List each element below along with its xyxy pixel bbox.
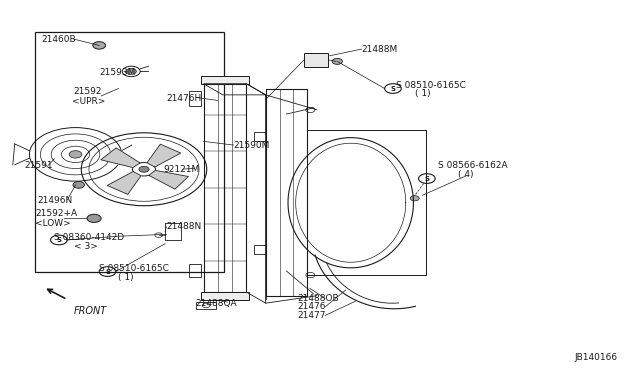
Bar [201, 76, 249, 84]
Text: 21496N: 21496N [37, 196, 72, 205]
Circle shape [139, 166, 149, 172]
Text: S: S [56, 237, 61, 243]
Text: 21477: 21477 [298, 311, 326, 320]
Text: S 08360-4142D: S 08360-4142D [54, 233, 125, 242]
Bar [189, 264, 201, 277]
Text: 21592: 21592 [74, 87, 102, 96]
Text: 21592+A: 21592+A [35, 209, 77, 218]
Text: 21476H: 21476H [166, 94, 202, 103]
Circle shape [410, 196, 419, 201]
Polygon shape [101, 148, 140, 167]
Text: 21488M: 21488M [362, 45, 398, 54]
Text: S 08566-6162A: S 08566-6162A [438, 161, 508, 170]
Text: S: S [105, 269, 110, 275]
Circle shape [332, 58, 342, 64]
Circle shape [87, 214, 101, 222]
Text: FRONT: FRONT [74, 306, 107, 316]
Text: S: S [390, 86, 396, 92]
Text: 21476: 21476 [298, 302, 326, 311]
Text: 21590M: 21590M [234, 141, 270, 150]
Circle shape [126, 68, 136, 74]
Bar [165, 223, 181, 240]
Text: 21488N: 21488N [166, 222, 202, 231]
Bar [254, 245, 266, 254]
Bar [304, 53, 328, 67]
Text: S: S [424, 176, 429, 182]
Text: 21488OB: 21488OB [298, 294, 339, 303]
Text: ( 4): ( 4) [458, 170, 473, 179]
Text: 21488QA: 21488QA [195, 299, 237, 308]
Bar [201, 292, 249, 300]
Bar [204, 84, 246, 292]
Text: ( 1): ( 1) [415, 89, 430, 98]
Text: <LOW>: <LOW> [35, 219, 71, 228]
Text: 21591: 21591 [24, 161, 53, 170]
Bar [307, 130, 426, 275]
Text: 92121M: 92121M [163, 165, 200, 174]
Bar [189, 91, 201, 106]
Polygon shape [149, 170, 188, 189]
Text: < 3>: < 3> [74, 242, 97, 251]
Text: JB140166: JB140166 [575, 353, 618, 362]
Circle shape [73, 182, 84, 188]
Circle shape [132, 163, 156, 176]
Circle shape [93, 42, 106, 49]
Text: 21593M: 21593M [99, 68, 136, 77]
Text: <UPR>: <UPR> [72, 97, 105, 106]
Bar [196, 302, 216, 309]
Bar [35, 32, 224, 272]
Text: ( 1): ( 1) [118, 273, 134, 282]
Polygon shape [147, 144, 180, 167]
Bar [266, 89, 307, 296]
Bar [254, 132, 266, 141]
Polygon shape [108, 171, 141, 194]
Text: S 08510-6165C: S 08510-6165C [396, 81, 465, 90]
Circle shape [69, 151, 82, 158]
Text: 21460B: 21460B [42, 35, 76, 44]
Text: S 08510-6165C: S 08510-6165C [99, 264, 169, 273]
